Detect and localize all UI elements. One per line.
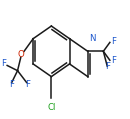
Text: O: O	[17, 50, 24, 59]
Text: F: F	[25, 79, 30, 89]
Text: F: F	[111, 37, 116, 46]
Text: F: F	[105, 62, 110, 71]
Text: F: F	[111, 57, 116, 65]
Text: Cl: Cl	[47, 103, 56, 112]
Text: F: F	[2, 59, 6, 68]
Text: F: F	[9, 79, 14, 89]
Text: N: N	[89, 34, 96, 43]
